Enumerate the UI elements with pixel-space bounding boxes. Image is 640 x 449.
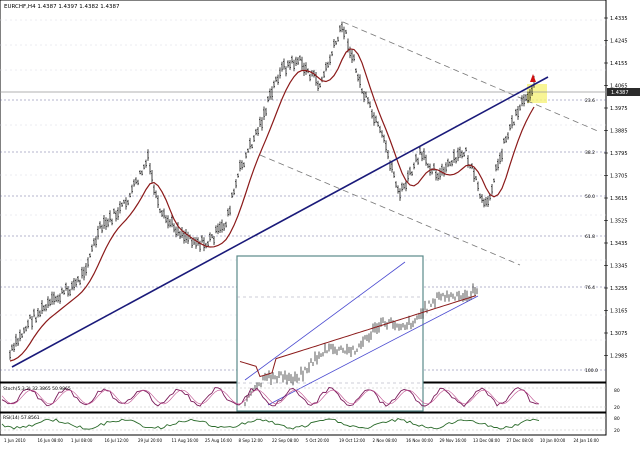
time-axis-label: 24 Jan 16:00 bbox=[574, 438, 600, 443]
time-axis-label: 27 Dec 08:00 bbox=[507, 438, 534, 443]
time-axis-label: 29 Jul 20:00 bbox=[138, 438, 162, 443]
time-axis-label: 19 Oct 12:00 bbox=[339, 438, 366, 443]
inset-moving-average bbox=[239, 295, 477, 378]
time-axis-label: 1 Jun 2010 bbox=[4, 438, 26, 443]
osc2-axis-label: 80 bbox=[614, 416, 620, 422]
time-axis-label: 16 Jun 08:00 bbox=[38, 438, 64, 443]
oscillator1-title: Stoch(5,3,3) 32.3865 50.9865 bbox=[3, 386, 71, 392]
inset-price-bars bbox=[244, 283, 478, 407]
stochastic-line bbox=[1, 387, 539, 408]
osc2-axis-label: 20 bbox=[614, 428, 620, 434]
price-axis-label: 1.4155 bbox=[610, 61, 628, 67]
time-axis-label: 29 Nov 16:00 bbox=[440, 438, 467, 443]
support-trendline bbox=[11, 76, 549, 368]
fib-level-label: 23.6 bbox=[585, 98, 595, 104]
fibonacci-levels bbox=[0, 99, 606, 371]
fib-level-label: 50.0 bbox=[585, 194, 595, 200]
time-axis: 1 Jun 2010 16 Jun 08:00 1 Jul 08:00 16 Jul … bbox=[4, 438, 599, 443]
price-axis-label: 1.3795 bbox=[610, 151, 628, 157]
fib-level-label: 100.0 bbox=[585, 368, 598, 374]
channel-upper-line bbox=[342, 21, 601, 133]
time-axis-label: 16 Nov 00:00 bbox=[406, 438, 433, 443]
osc1-axis-label: 80 bbox=[614, 388, 620, 394]
time-axis-label: 1 Jul 08:00 bbox=[71, 438, 93, 443]
symbol-header: EURCHF,H4 1.4387 1.4397 1.4382 1.4387 bbox=[4, 4, 120, 10]
price-axis-label: 1.3345 bbox=[610, 264, 628, 270]
current-price-tag bbox=[607, 88, 640, 96]
moving-average-line bbox=[9, 48, 535, 362]
inset-zoom-panel bbox=[236, 255, 479, 412]
channel-lower-line bbox=[259, 154, 521, 266]
price-axis-label: 1.3255 bbox=[610, 286, 628, 292]
price-axis-label: 1.2985 bbox=[610, 354, 628, 360]
price-axis-label: 1.3705 bbox=[610, 174, 628, 180]
price-axis: 1.4335 1.4245 1.4155 1.4065 1.3975 1.3885 1.37… bbox=[604, 16, 628, 360]
inset-frame bbox=[236, 255, 424, 412]
time-axis-label: 11 Aug 16:00 bbox=[172, 438, 199, 443]
price-bars bbox=[9, 21, 535, 360]
price-axis-label: 1.3885 bbox=[610, 129, 628, 135]
time-axis-label: 22 Sep 08:00 bbox=[272, 438, 299, 443]
price-axis-label: 1.4245 bbox=[610, 39, 628, 45]
fib-level-label: 76.4 bbox=[585, 285, 595, 291]
stochastic-signal-line bbox=[1, 389, 540, 405]
time-axis-label: 13 Dec 08:00 bbox=[473, 438, 500, 443]
signal-arrow-icon bbox=[530, 74, 536, 82]
price-axis-label: 1.3165 bbox=[610, 309, 628, 315]
fib-labels: 23.6 38.2 50.0 61.8 76.4 100.0 bbox=[585, 98, 598, 374]
time-axis-label: 2 Nov 08:00 bbox=[373, 438, 398, 443]
price-axis-label: 1.3525 bbox=[610, 219, 628, 225]
oscillator2-title: RSI(14) 57.8561 bbox=[3, 415, 40, 421]
time-axis-label: 25 Aug 16:00 bbox=[205, 438, 232, 443]
osc1-axis-label: 20 bbox=[614, 405, 620, 411]
price-axis-label: 1.3435 bbox=[610, 241, 628, 247]
time-axis-label: 5 Oct 20:00 bbox=[306, 438, 330, 443]
price-axis-label: 1.4065 bbox=[610, 84, 628, 90]
time-axis-label: 16 Jul 12:00 bbox=[105, 438, 129, 443]
rsi-line bbox=[1, 417, 540, 430]
current-price-label: 1.4387 bbox=[611, 90, 629, 96]
price-axis-label: 1.4335 bbox=[610, 16, 628, 22]
inset-channel-lower bbox=[267, 295, 479, 406]
oscillator2-frame bbox=[0, 412, 607, 436]
inset-channel-upper bbox=[244, 261, 406, 381]
time-axis-label: 10 Jan 00:00 bbox=[540, 438, 566, 443]
price-axis-label: 1.3615 bbox=[610, 196, 628, 202]
horizontal-grid bbox=[0, 19, 606, 341]
fib-level-label: 61.8 bbox=[585, 234, 595, 240]
fib-level-label: 38.2 bbox=[585, 150, 595, 156]
price-axis-label: 1.3975 bbox=[610, 106, 628, 112]
price-axis-label: 1.3075 bbox=[610, 331, 628, 337]
time-axis-label: 8 Sep 12:00 bbox=[239, 438, 264, 443]
